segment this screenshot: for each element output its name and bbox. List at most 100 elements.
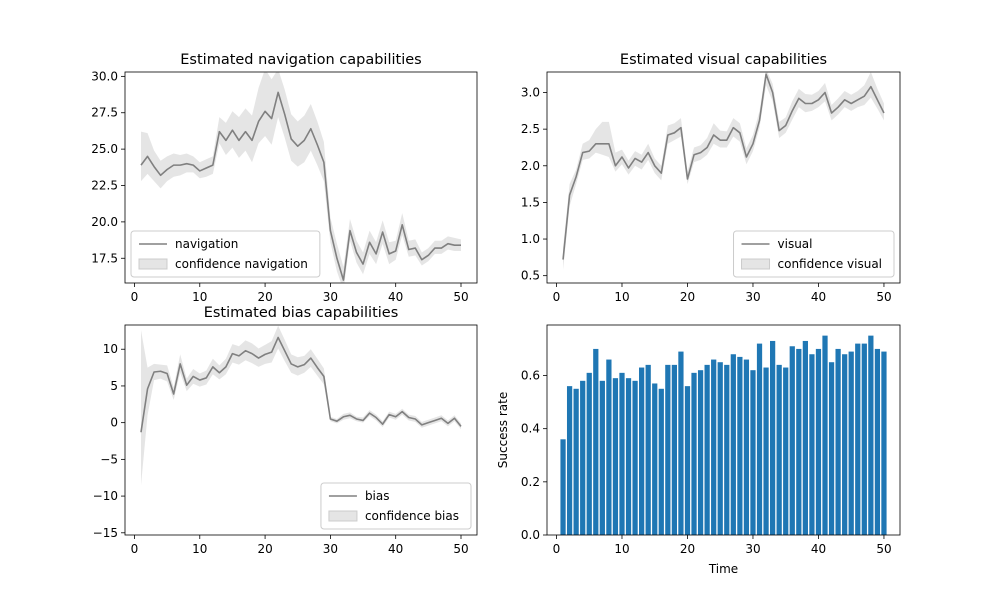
legend: navigation confidence navigation bbox=[130, 230, 321, 278]
bar bbox=[730, 354, 736, 535]
y-tick-label: 0.2 bbox=[521, 475, 540, 489]
y-tick-label: −10 bbox=[93, 489, 118, 503]
x-tick-label: 30 bbox=[323, 290, 338, 304]
x-tick-label: 40 bbox=[811, 290, 826, 304]
series-line-bias bbox=[140, 336, 462, 433]
x-tick-label: 20 bbox=[257, 290, 272, 304]
bar bbox=[743, 359, 750, 535]
bar bbox=[881, 351, 887, 535]
chart-title: Estimated navigation capabilities bbox=[180, 52, 421, 68]
bar bbox=[848, 351, 854, 535]
bar bbox=[835, 348, 841, 535]
bar bbox=[658, 388, 664, 535]
bar bbox=[874, 348, 881, 535]
x-tick-label: 10 bbox=[614, 542, 629, 556]
bar bbox=[586, 372, 592, 535]
legend-label: visual bbox=[778, 237, 813, 251]
bar bbox=[560, 439, 566, 535]
axes-frame bbox=[546, 71, 901, 284]
legend-patch-swatch bbox=[741, 258, 771, 270]
x-tick-label: 50 bbox=[876, 290, 891, 304]
legend-label: navigation bbox=[175, 237, 238, 251]
bar bbox=[861, 343, 867, 535]
x-tick-label: 40 bbox=[811, 542, 826, 556]
legend-label: confidence visual bbox=[778, 257, 882, 271]
x-tick-label: 10 bbox=[614, 290, 629, 304]
bar bbox=[796, 348, 802, 535]
y-tick-label: 0.5 bbox=[521, 269, 540, 283]
y-axis-label: Success rate bbox=[496, 392, 510, 469]
y-tick-label: 0.0 bbox=[521, 528, 540, 542]
plot-area bbox=[140, 325, 462, 486]
y-tick-label: 20.0 bbox=[91, 215, 118, 229]
bar bbox=[789, 346, 795, 535]
legend-box bbox=[320, 482, 472, 530]
bar bbox=[783, 367, 789, 535]
bar bbox=[599, 380, 605, 535]
legend-label: bias bbox=[365, 489, 390, 503]
y-tick-label: 1.5 bbox=[521, 195, 540, 209]
y-tick-label: 27.5 bbox=[91, 106, 118, 120]
bar bbox=[619, 372, 625, 535]
series-line-visual bbox=[562, 73, 885, 260]
bar bbox=[704, 364, 710, 535]
bar bbox=[717, 362, 723, 535]
y-tick-label: 25.0 bbox=[91, 142, 118, 156]
x-tick-label: 10 bbox=[192, 542, 207, 556]
bar bbox=[665, 364, 671, 535]
chart-panel-4: 0 10 20 30 40 50 0.0 0.2 0.4 0.6 Time Success rate bbox=[496, 324, 901, 576]
x-tick-label: 50 bbox=[876, 542, 891, 556]
x-tick-label: 30 bbox=[745, 290, 760, 304]
x-tick-label: 0 bbox=[131, 542, 139, 556]
legend-patch-swatch bbox=[328, 510, 358, 522]
y-tick-label: −5 bbox=[100, 452, 118, 466]
x-tick-label: 30 bbox=[323, 542, 338, 556]
y-tick-label: 22.5 bbox=[91, 179, 118, 193]
x-tick-label: 0 bbox=[131, 290, 139, 304]
bar bbox=[606, 359, 612, 535]
chart-title: Estimated bias capabilities bbox=[204, 305, 399, 321]
bar bbox=[678, 351, 684, 535]
bar bbox=[573, 388, 579, 535]
plot-area bbox=[560, 335, 887, 535]
x-tick-label: 0 bbox=[553, 290, 561, 304]
bar bbox=[724, 364, 730, 535]
bar bbox=[763, 367, 769, 535]
y-tick-label: 1.0 bbox=[521, 232, 540, 246]
confidence-band bbox=[563, 72, 884, 270]
y-tick-label: 17.5 bbox=[91, 251, 118, 265]
bar bbox=[684, 386, 691, 535]
axes-frame bbox=[546, 324, 901, 536]
legend-label: confidence navigation bbox=[175, 257, 308, 271]
legend-patch-swatch bbox=[138, 258, 168, 270]
y-tick-label: 30.0 bbox=[91, 69, 118, 83]
bar bbox=[671, 364, 678, 535]
series-line-navigation bbox=[140, 91, 461, 281]
x-tick-label: 0 bbox=[553, 542, 561, 556]
legend: bias confidence bias bbox=[320, 482, 472, 530]
plot-area bbox=[562, 72, 885, 270]
bar bbox=[868, 335, 874, 535]
y-tick-label: 3.0 bbox=[521, 86, 540, 100]
chart-panel-3: 0 10 20 30 40 50 −15 −10 −5 0 5 10 Estimated bias ca… bbox=[93, 305, 478, 556]
bar bbox=[691, 372, 697, 535]
x-tick-label: 20 bbox=[257, 542, 272, 556]
y-tick-label: 0 bbox=[110, 416, 118, 430]
plot-area bbox=[140, 72, 462, 283]
chart-title: Estimated visual capabilities bbox=[620, 52, 827, 68]
bar bbox=[750, 370, 756, 535]
bar bbox=[756, 343, 763, 535]
bar bbox=[815, 348, 822, 535]
y-tick-label: 5 bbox=[110, 379, 118, 393]
legend-label: confidence bias bbox=[365, 509, 459, 523]
bar bbox=[769, 340, 776, 535]
bar bbox=[625, 378, 632, 535]
bar bbox=[855, 343, 861, 535]
bar bbox=[639, 367, 645, 535]
bar bbox=[809, 354, 815, 535]
y-tick-label: 0.6 bbox=[521, 369, 540, 383]
x-tick-label: 40 bbox=[388, 290, 403, 304]
bar bbox=[593, 348, 599, 535]
x-tick-label: 50 bbox=[453, 542, 468, 556]
x-tick-label: 20 bbox=[680, 542, 695, 556]
